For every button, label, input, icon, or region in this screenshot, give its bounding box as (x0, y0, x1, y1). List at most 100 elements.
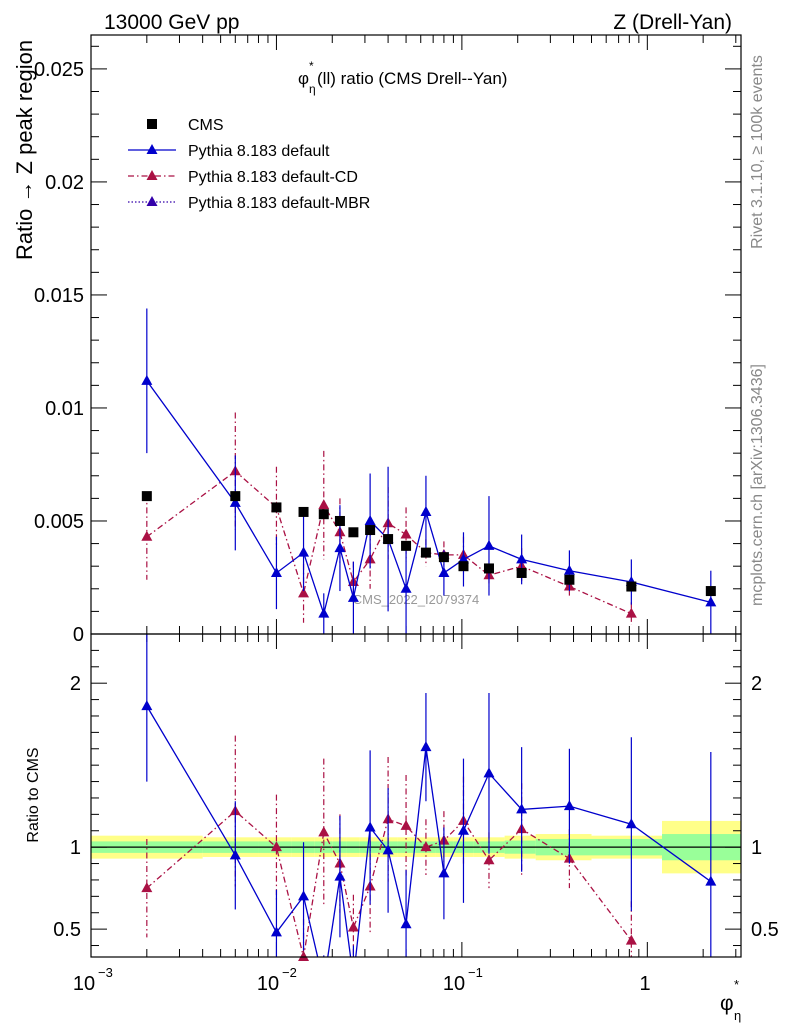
header-left: 13000 GeV pp (104, 11, 239, 34)
data-point-cms (420, 547, 431, 558)
data-point-cms (705, 586, 716, 597)
ytick-label: 1 (751, 837, 762, 859)
xtick-base: 10 (73, 973, 95, 995)
xlabel-sup: * (734, 977, 739, 992)
data-point-default (457, 553, 469, 564)
data-point-default (141, 374, 153, 385)
xtick-exp: −2 (282, 965, 297, 980)
xtick-exp: −1 (468, 965, 483, 980)
data-point-cms (334, 515, 345, 526)
main-title-phi: φ (298, 69, 309, 88)
xtick-base: 10 (257, 973, 279, 995)
mcplots-label: mcplots.cern.ch [arXiv:1306.3436] (749, 364, 766, 606)
data-point-cms (564, 574, 575, 585)
data-point-cms (318, 509, 329, 520)
legend-marker-default (146, 144, 158, 154)
data-point-cms (298, 506, 309, 517)
data-point-cd (625, 934, 637, 945)
data-point-default (270, 926, 282, 937)
legend-marker-cms (147, 119, 157, 129)
rivet-label: Rivet 3.1.10, ≥ 100k events (749, 55, 766, 249)
data-point-cd (400, 819, 412, 830)
data-point-default (483, 767, 495, 778)
data-point-cd (318, 826, 330, 837)
ytick-label: 1 (70, 837, 81, 859)
data-point-default (705, 875, 717, 886)
ytick-label: 0.005 (34, 511, 84, 533)
data-point-default (438, 566, 450, 577)
legend-marker-cd (146, 170, 158, 180)
ytick-label: 0 (73, 624, 84, 646)
data-point-default (563, 564, 575, 575)
ratio-frame (90, 633, 742, 958)
data-point-cms (438, 552, 449, 563)
data-point-cd (318, 499, 330, 510)
data-point-cd (420, 841, 432, 852)
main-title: φ * η (ll) ratio (CMS Drell--Yan) (298, 59, 507, 96)
data-point-default (382, 844, 394, 855)
data-point-default (298, 890, 310, 901)
main-axis-ticks: 0 0.005 0.01 0.015 0.02 0.025 (34, 35, 741, 646)
data-point-cms (365, 525, 376, 536)
xtick-label-3: 1 (639, 973, 650, 995)
ytick-label: 0.5 (53, 919, 81, 941)
data-point-cms (348, 527, 359, 538)
legend-entry-cd: Pythia 8.183 default-CD (128, 169, 358, 186)
data-point-default (298, 546, 310, 557)
legend-marker-mbr (146, 196, 158, 206)
data-point-cms (383, 534, 394, 545)
legend-entry-cms: CMS (147, 117, 224, 134)
data-point-default (141, 700, 153, 711)
ratio-series-layer (141, 634, 717, 961)
data-point-cms (141, 491, 152, 502)
data-point-default (334, 870, 346, 881)
series-cms (141, 491, 716, 597)
header-right: Z (Drell-Yan) (613, 11, 732, 34)
data-point-default (318, 607, 330, 618)
xtick-label-2: 10 −1 (443, 965, 483, 995)
watermark: CMS_2022_I2079374 (353, 592, 480, 607)
series-default (141, 308, 717, 634)
xtick-base: 1 (639, 973, 650, 995)
data-point-cd (298, 951, 310, 961)
data-point-cms (230, 491, 241, 502)
data-point-cd (347, 921, 359, 932)
ytick-label: 2 (751, 673, 762, 695)
data-point-default (400, 918, 412, 929)
data-point-cms (458, 561, 469, 572)
data-point-cms (516, 567, 527, 578)
xtick-label-0: 10 −3 (73, 965, 113, 995)
data-point-cd (483, 854, 495, 865)
data-point-default (563, 800, 575, 811)
xtick-label-1: 10 −2 (257, 965, 297, 995)
ytick-label: 0.025 (34, 59, 84, 81)
xlabel: φ * η (720, 977, 741, 1023)
xlabel-sub: η (734, 1008, 741, 1023)
main-title-rest: (ll) ratio (CMS Drell--Yan) (317, 69, 507, 88)
legend-entry-mbr: Pythia 8.183 default-MBR (128, 195, 370, 212)
ytick-label: 0.02 (45, 172, 84, 194)
xtick-exp: −3 (98, 965, 113, 980)
series-line-default (146, 705, 712, 957)
data-point-default (364, 514, 376, 525)
series-line-cd (146, 470, 632, 615)
data-point-default (438, 867, 450, 878)
data-point-cd (141, 530, 153, 541)
ytick-label: 0.01 (45, 398, 84, 420)
main-title-sub: η (309, 82, 316, 96)
data-point-default (334, 542, 346, 553)
data-point-cd (270, 841, 282, 852)
xlabel-phi: φ (720, 992, 734, 1015)
data-point-cms (271, 502, 282, 513)
data-point-default (516, 803, 528, 814)
ytick-label: 2 (70, 673, 81, 695)
main-series-layer (141, 308, 717, 634)
data-point-cms (483, 563, 494, 574)
xtick-base: 10 (443, 973, 465, 995)
legend-entry-default: Pythia 8.183 default (128, 143, 330, 160)
data-point-default (420, 505, 432, 516)
ratio-axis-ticks: 0.5 0.5 1 1 2 2 (53, 634, 779, 957)
data-point-default (364, 821, 376, 832)
data-point-default (229, 849, 241, 860)
